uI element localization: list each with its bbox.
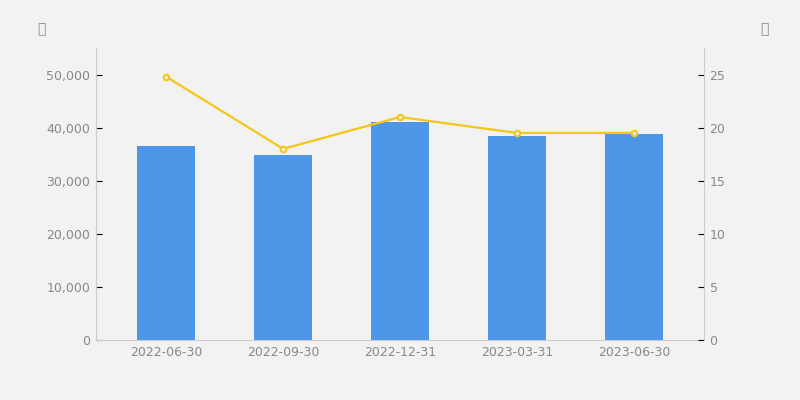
Bar bbox=[488, 136, 546, 340]
Bar bbox=[605, 134, 663, 340]
Bar bbox=[137, 146, 195, 340]
Bar bbox=[370, 122, 430, 340]
Bar bbox=[254, 155, 312, 340]
Text: 户: 户 bbox=[37, 22, 46, 36]
Text: 元: 元 bbox=[761, 22, 769, 36]
